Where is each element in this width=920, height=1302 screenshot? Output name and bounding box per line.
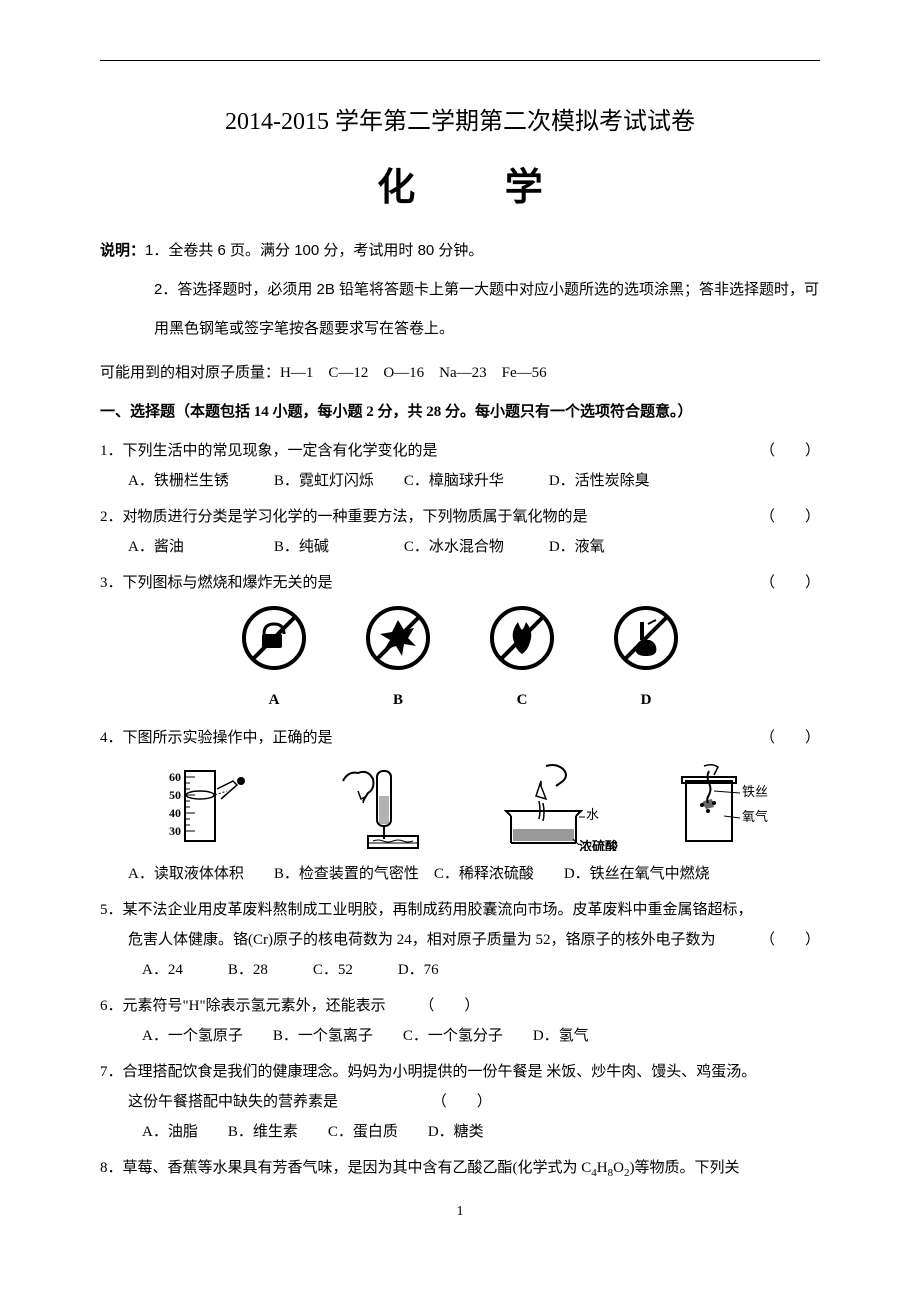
svg-text:氧气: 氧气 [742,809,768,824]
q3-icon-a: A [242,606,306,715]
svg-text:30: 30 [169,824,181,838]
svg-text:水: 水 [586,807,599,822]
svg-text:浓硫酸: 浓硫酸 [579,839,619,851]
q2-stem: 2．对物质进行分类是学习化学的一种重要方法，下列物质属于氧化物的是 [100,502,740,532]
q3-label-c: C [490,685,554,715]
q4-stem: 4．下图所示实验操作中，正确的是 [100,723,740,753]
q7-paren: （ ） [342,1094,492,1110]
question-7: 7．合理搭配饮食是我们的健康理念。妈妈为小明提供的一份午餐是 米饭、炒牛肉、馒头… [100,1057,820,1147]
q8-stem-post: )等物质。下列关 [629,1160,739,1176]
q1-stem: 1．下列生活中的常见现象，一定含有化学变化的是 [100,436,740,466]
instruction-2: 2．答选择题时，必须用 2B 铅笔将答题卡上第一大题中对应小题所选的选项涂黑；答… [100,270,820,348]
q3-icon-d: D [614,606,678,715]
subject-title: 化 学 [100,156,820,211]
q3-icon-row: A B C [100,606,820,715]
q3-paren: （ ） [740,568,820,598]
q4-diagram-row: 60 50 40 30 [128,761,820,851]
q6-options: A．一个氢原子 B．一个氢离子 C．一个氢分子 D．氢气 [100,1021,820,1051]
page-number: 1 [100,1204,820,1220]
q3-label-a: A [242,685,306,715]
q8-mid2: O [613,1160,624,1176]
question-1: 1．下列生活中的常见现象，一定含有化学变化的是 （ ） A．铁栅栏生锈 B．霓虹… [100,436,820,496]
q4-paren: （ ） [740,723,820,753]
question-5: 5．某不法企业用皮革废料熬制成工业明胶，再制成药用胶囊流向市场。皮革废料中重金属… [100,895,820,985]
q5-stem-line2: 危害人体健康。铬(Cr)原子的核电荷数为 24，相对原子质量为 52，铬原子的核… [128,925,740,955]
q4-diagram-d: 铁丝 氧气 [664,761,804,851]
exam-title: 2014-2015 学年第二学期第二次模拟考试试卷 [100,101,820,136]
q3-stem: 3．下列图标与燃烧和爆炸无关的是 [100,568,740,598]
q5-options: A．24 B．28 C．52 D．76 [100,955,820,985]
q3-icon-b: B [366,606,430,715]
q3-icon-c: C [490,606,554,715]
q2-paren: （ ） [740,502,820,532]
q4-diagram-a: 60 50 40 30 [145,761,285,851]
question-2: 2．对物质进行分类是学习化学的一种重要方法，下列物质属于氧化物的是 （ ） A．… [100,502,820,562]
instruction-1: 1．全卷共 6 页。满分 100 分，考试用时 80 分钟。 [145,242,483,259]
q6-paren: （ ） [389,998,479,1014]
q8-mid1: H [597,1160,608,1176]
question-8: 8．草莓、香蕉等水果具有芳香气味，是因为其中含有乙酸乙酯(化学式为 C4H8O2… [100,1153,820,1184]
q7-stem-line2: 这份午餐搭配中缺失的营养素是 [128,1094,338,1110]
q4-diagram-b [318,761,458,851]
svg-text:铁丝: 铁丝 [742,784,768,799]
q7-stem-line1: 7．合理搭配饮食是我们的健康理念。妈妈为小明提供的一份午餐是 米饭、炒牛肉、馒头… [100,1057,820,1087]
q3-label-d: D [614,685,678,715]
svg-text:60: 60 [169,770,181,784]
section-1-header: 一、选择题（本题包括 14 小题，每小题 2 分，共 28 分。每小题只有一个选… [100,399,820,426]
q4-diagram-c: 水 浓硫酸 [491,761,631,851]
svg-text:50: 50 [169,788,181,802]
q3-label-b: B [366,685,430,715]
svg-text:40: 40 [169,806,181,820]
question-6: 6．元素符号"H"除表示氢元素外，还能表示 （ ） A．一个氢原子 B．一个氢离… [100,991,820,1051]
q5-stem-line1: 5．某不法企业用皮革废料熬制成工业明胶，再制成药用胶囊流向市场。皮革废料中重金属… [100,895,820,925]
atomic-mass-line: 可能用到的相对原子质量：H—1 C—12 O—16 Na—23 Fe—56 [100,360,820,387]
q4-options: A．读取液体体积 B．检查装置的气密性 C．稀释浓硫酸 D．铁丝在氧气中燃烧 [100,859,820,889]
horizontal-rule [100,60,820,61]
q1-paren: （ ） [740,436,820,466]
instruction-label: 说明： [100,242,145,259]
q2-options: A．酱油 B．纯碱 C．冰水混合物 D．液氧 [100,532,820,562]
q7-options: A．油脂 B．维生素 C．蛋白质 D．糖类 [100,1117,820,1147]
instructions-block: 说明：1．全卷共 6 页。满分 100 分，考试用时 80 分钟。 2．答选择题… [100,231,820,348]
q1-options: A．铁栅栏生锈 B．霓虹灯闪烁 C．樟脑球升华 D．活性炭除臭 [100,466,820,496]
question-4: 4．下图所示实验操作中，正确的是 （ ） 60 50 40 30 [100,723,820,889]
q6-stem: 6．元素符号"H"除表示氢元素外，还能表示 [100,998,386,1014]
q5-paren: （ ） [740,925,820,955]
question-3: 3．下列图标与燃烧和爆炸无关的是 （ ） A B [100,568,820,715]
q8-stem-pre: 8．草莓、香蕉等水果具有芳香气味，是因为其中含有乙酸乙酯(化学式为 C [100,1160,591,1176]
